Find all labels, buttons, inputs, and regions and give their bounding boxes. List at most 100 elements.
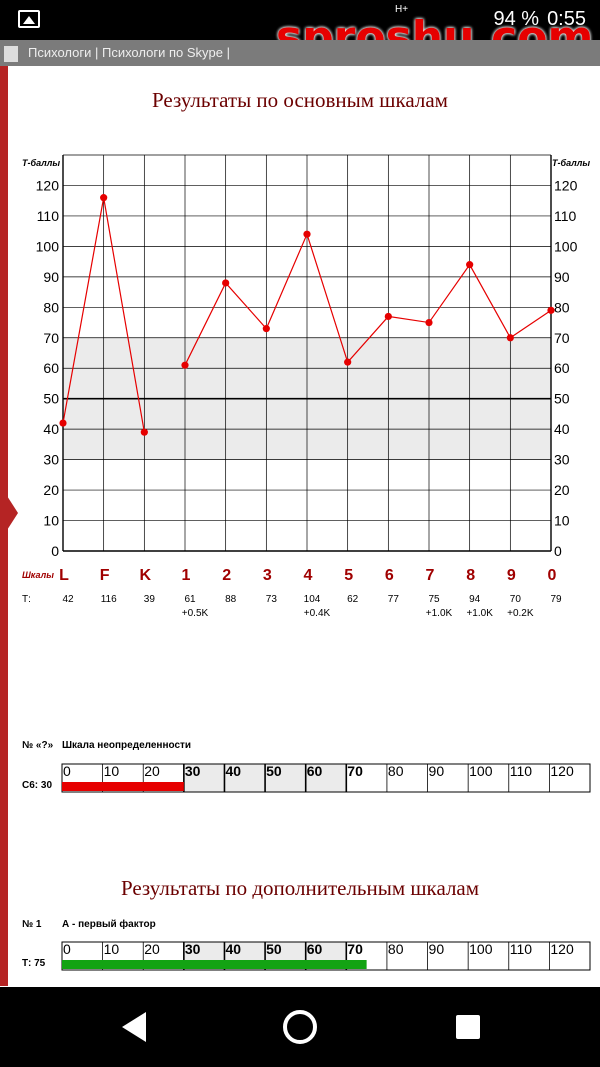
y-tick-label: 30	[43, 452, 59, 468]
factor-scale-name: А - первый фактор	[62, 919, 156, 930]
data-point-0	[547, 306, 555, 314]
main-results-title: Результаты по основным шкалам	[152, 88, 448, 112]
uncertainty-tick-label: 60	[307, 763, 323, 779]
x-category-label: 3	[263, 567, 272, 584]
y-tick-label: 10	[554, 513, 570, 529]
x-category-label: 4	[304, 567, 313, 584]
y-tick-label: 30	[554, 452, 570, 468]
x-category-label: 8	[466, 567, 475, 584]
t-value-label: 79	[550, 594, 562, 605]
uncertainty-tick-label: 20	[144, 763, 160, 779]
y-tick-label: 50	[554, 391, 570, 407]
factor-scale-block: № 1 А - первый фактор Т: 75 0 10 20 30 40 50 6…	[0, 919, 600, 979]
factor-tick-label: 40	[225, 941, 241, 957]
status-bar: H+ 94 % 0:55	[0, 0, 600, 40]
factor-value-bar	[62, 960, 367, 969]
t-row-label: Т:	[22, 594, 31, 605]
factor-scale-bar: 0 10 20 30 40 50 60 70 80 90 100 110 120	[61, 941, 591, 971]
scales-row-label: Шкалы	[22, 570, 54, 580]
y-tick-label: 0	[554, 543, 562, 559]
uncertainty-tick-label: 30	[185, 763, 201, 779]
uncertainty-tick-label: 100	[469, 763, 493, 779]
y-tick-label: 60	[554, 360, 570, 376]
recent-square-icon[interactable]	[456, 1015, 480, 1039]
uncertainty-scale-number: № «?»	[22, 740, 54, 751]
clock: 0:55	[547, 8, 586, 30]
factor-tick-label: 10	[104, 941, 120, 957]
data-point-3	[262, 325, 270, 333]
status-right: 94 % 0:55	[493, 8, 586, 31]
y-tick-label: 100	[554, 238, 578, 254]
side-arrow-icon[interactable]	[0, 485, 18, 541]
uncertainty-frame	[61, 763, 591, 793]
x-category-label: K	[140, 567, 152, 584]
data-point-2	[222, 279, 230, 287]
t-value-label: 61	[184, 594, 196, 605]
uncertainty-tick-label: 80	[388, 763, 404, 779]
t-value-label: 62	[347, 594, 359, 605]
t-value-label: 77	[388, 594, 400, 605]
factor-scale-number: № 1	[22, 919, 42, 930]
x-category-label: 7	[426, 567, 435, 584]
data-point-K	[140, 428, 148, 436]
y-tick-label: 20	[43, 482, 59, 498]
t-value-label: 88	[225, 594, 237, 605]
k-correction-label: +0.5K	[182, 608, 209, 619]
t-value-label: 73	[266, 594, 278, 605]
uncertainty-scale-name: Шкала неопределенности	[62, 740, 192, 751]
uncertainty-tick-label: 70	[347, 763, 363, 779]
factor-tick-label: 90	[429, 941, 445, 957]
image-notification-icon	[18, 10, 40, 28]
uncertainty-tick-label: 10	[104, 763, 120, 779]
back-triangle-icon[interactable]	[122, 1012, 146, 1042]
x-category-label: 5	[344, 567, 353, 584]
series-line	[184, 232, 552, 366]
y-tick-label: 0	[51, 543, 59, 559]
y-tick-label: 110	[37, 208, 60, 224]
t-value-label: 70	[510, 594, 522, 605]
y-tick-label: 70	[43, 330, 59, 346]
data-point-9	[506, 334, 514, 342]
home-circle-icon[interactable]	[283, 1010, 317, 1044]
factor-scale-t: Т: 75	[22, 958, 46, 969]
uncertainty-tick-label: 110	[510, 763, 533, 779]
uncertainty-tick-label: 90	[429, 763, 445, 779]
y-tick-label: 90	[43, 269, 59, 285]
uncertainty-scale-t: С6: 30	[22, 780, 53, 791]
factor-tick-label: 30	[185, 941, 201, 957]
y-axis-label-right: Т-баллы	[552, 158, 590, 168]
t-value-label: 94	[469, 594, 481, 605]
t-value-label: 39	[144, 594, 156, 605]
x-category-label: 1	[182, 567, 191, 584]
breadcrumb-text: Психологи | Психологи по Skype |	[28, 45, 230, 60]
factor-tick-label: 110	[510, 941, 533, 957]
k-correction-label: +1.0K	[466, 608, 493, 619]
y-tick-label: 10	[43, 513, 59, 529]
y-tick-label: 90	[554, 269, 570, 285]
factor-tick-label: 100	[469, 941, 493, 957]
factor-tick-label: 70	[347, 941, 363, 957]
uncertainty-tick-label: 120	[550, 763, 574, 779]
y-tick-label: 120	[36, 177, 60, 193]
t-value-label: 42	[62, 594, 74, 605]
y-axis-label-left: Т-баллы	[22, 158, 60, 168]
site-breadcrumb[interactable]: Психологи | Психологи по Skype |	[0, 40, 600, 66]
factor-tick-label: 120	[550, 941, 574, 957]
factor-tick-label: 0	[63, 941, 71, 957]
data-point-1	[181, 361, 189, 369]
y-tick-label: 40	[554, 421, 570, 437]
y-tick-label: 80	[43, 299, 59, 315]
x-category-label: 6	[385, 567, 394, 584]
y-tick-label: 50	[43, 391, 59, 407]
site-logo-icon	[4, 46, 18, 62]
uncertainty-value-bar	[62, 782, 184, 791]
data-point-7	[425, 318, 433, 327]
network-type: H+	[395, 4, 409, 15]
k-correction-label: +1.0K	[426, 608, 453, 619]
data-point-L	[59, 419, 67, 427]
uncertainty-scale-bar: 0 10 20 30 40 50 60 70 80 90 100 110 120	[61, 763, 591, 793]
y-tick-label: 40	[43, 421, 59, 437]
x-category-label: 0	[548, 567, 557, 584]
y-tick-label: 120	[554, 177, 578, 193]
data-point-5	[344, 358, 352, 366]
